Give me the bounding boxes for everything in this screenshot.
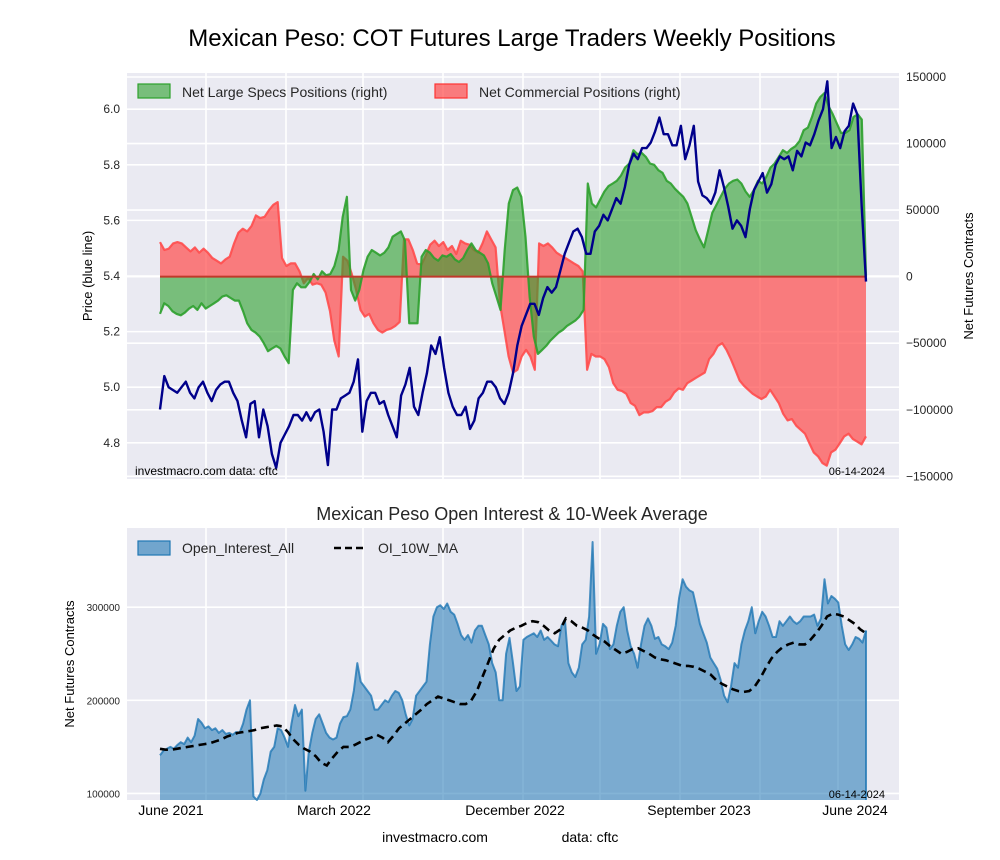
right-tick-label: −100000 — [906, 403, 953, 417]
y-axis-label: Net Futures Contracts — [62, 600, 77, 728]
commercial-positions-area — [160, 202, 866, 466]
right-tick-label: 100000 — [906, 137, 946, 151]
legend-swatch-specs — [137, 83, 171, 99]
legend-label-oi: Open_Interest_All — [182, 540, 294, 556]
x-tick-label: June 2021 — [138, 802, 204, 818]
right-tick-label: −50000 — [906, 336, 947, 350]
figure-title: Mexican Peso: COT Futures Large Traders … — [188, 25, 835, 52]
date-annotation: 06-14-2024 — [829, 466, 885, 478]
price-line — [158, 80, 868, 470]
legend: Open_Interest_All OI_10W_MA — [137, 540, 459, 556]
open-interest-line — [159, 541, 867, 801]
cot-positions-chart: 4.8 5.0 5.2 5.4 5.6 5.8 6.0 −150000 −100000 −500… — [80, 70, 976, 483]
open-interest-chart: 100000 200000 300000 June 2021 March 2022 De… — [62, 528, 899, 818]
date-annotation: 06-14-2024 — [829, 789, 885, 801]
legend-swatch-oi — [137, 540, 171, 556]
left-axis-label: Price (blue line) — [80, 231, 95, 321]
legend: Net Large Specs Positions (right) Net Co… — [137, 83, 681, 100]
legend-label-specs: Net Large Specs Positions (right) — [182, 84, 387, 100]
footer-site: investmacro.com — [382, 829, 488, 845]
left-tick-label: 5.6 — [103, 213, 120, 227]
moving-average-line — [159, 612, 867, 768]
source-annotation: investmacro.com data: cftc — [135, 464, 278, 478]
large-specs-positions-line — [158, 91, 868, 365]
footer-source: data: cftc — [562, 829, 619, 845]
right-tick-label: −150000 — [906, 469, 953, 483]
legend-label-ma: OI_10W_MA — [378, 540, 459, 556]
oi-area-layer — [159, 541, 867, 801]
left-tick-label: 6.0 — [103, 102, 120, 116]
left-tick-label: 4.8 — [103, 436, 120, 450]
y-axis-ticks: 100000 200000 300000 — [87, 603, 121, 800]
y-tick-label: 300000 — [87, 603, 121, 614]
right-axis-label: Net Futures Contracts — [961, 212, 976, 340]
x-tick-label: March 2022 — [297, 802, 371, 818]
y-tick-label: 100000 — [87, 789, 121, 800]
right-axis-ticks: −150000 −100000 −50000 0 50000 100000 150000 — [906, 70, 953, 483]
price-line-layer — [158, 80, 868, 470]
oi-chart-title: Mexican Peso Open Interest & 10-Week Ave… — [316, 504, 708, 524]
left-tick-label: 5.2 — [103, 325, 120, 339]
right-tick-label: 50000 — [906, 203, 940, 217]
right-tick-label: 150000 — [906, 70, 946, 84]
left-tick-label: 5.8 — [103, 158, 120, 172]
x-tick-label: December 2022 — [465, 802, 565, 818]
x-axis-ticks: June 2021 March 2022 December 2022 Septembe… — [138, 802, 888, 818]
x-tick-label: June 2024 — [822, 802, 888, 818]
legend-swatch-commercial — [434, 83, 468, 99]
large-specs-positions-area — [160, 93, 866, 364]
y-tick-label: 200000 — [87, 696, 121, 707]
x-tick-label: September 2023 — [647, 802, 751, 818]
left-axis-ticks: 4.8 5.0 5.2 5.4 5.6 5.8 6.0 — [103, 102, 120, 450]
right-tick-label: 0 — [906, 270, 913, 284]
left-tick-label: 5.0 — [103, 380, 120, 394]
legend-label-commercial: Net Commercial Positions (right) — [479, 84, 681, 100]
left-tick-label: 5.4 — [103, 269, 120, 283]
